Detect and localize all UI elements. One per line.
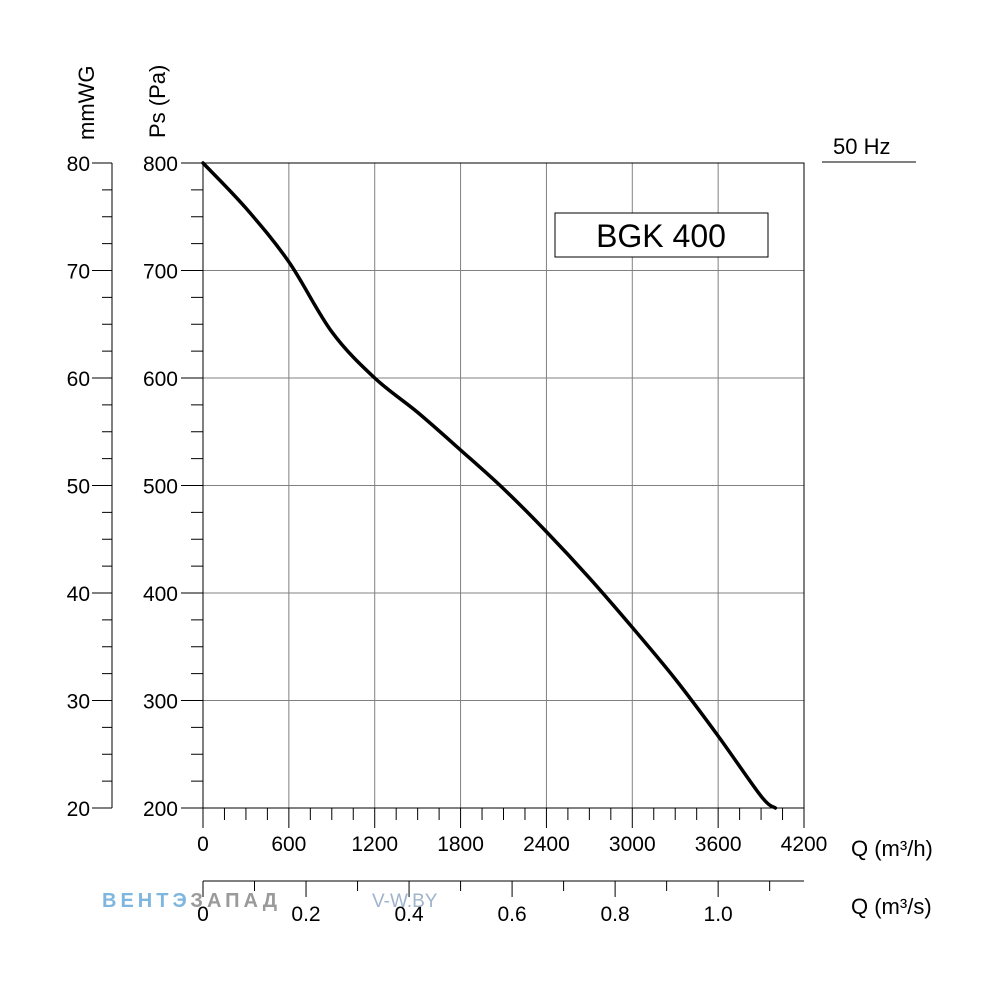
watermark-site: V-W.BY xyxy=(372,891,438,912)
y-tick-label: 500 xyxy=(143,476,178,499)
x2-tick-label: 0.4 xyxy=(394,903,424,926)
y-tick-label: 800 xyxy=(143,153,178,176)
tick-marks xyxy=(92,162,805,897)
x-axis-secondary-title: Q (m³/s) xyxy=(851,894,932,919)
x2-tick-label: 1.0 xyxy=(704,903,733,926)
x-tick-label: 1800 xyxy=(437,833,484,856)
watermark-part1: ВЕНТЭ xyxy=(102,890,191,912)
x2-tick-label: 0.8 xyxy=(601,903,630,926)
pressure-curve xyxy=(201,161,778,810)
y2-tick-label: 80 xyxy=(67,153,90,176)
x2-tick-label: 0.6 xyxy=(497,903,526,926)
y2-tick-label: 30 xyxy=(67,691,90,714)
y2-tick-label: 60 xyxy=(67,368,90,391)
frequency-label: 50 Hz xyxy=(833,134,890,159)
grid-lines xyxy=(202,162,805,809)
x2-tick-label: 0 xyxy=(197,903,209,926)
x-tick-label: 0 xyxy=(197,833,209,856)
y2-tick-label: 70 xyxy=(67,261,90,284)
y-tick-label: 400 xyxy=(143,583,178,606)
x-tick-label: 1200 xyxy=(351,833,398,856)
x-tick-label: 3000 xyxy=(609,833,656,856)
y-tick-label: 200 xyxy=(143,798,178,821)
x-tick-label: 4200 xyxy=(781,833,828,856)
y2-tick-label: 20 xyxy=(67,798,90,821)
model-label: BGK 400 xyxy=(596,218,726,254)
watermark-logo: ВЕНТЭЗАПАД xyxy=(102,890,281,913)
x-tick-label: 600 xyxy=(271,833,306,856)
watermark-part2: ЗАПАД xyxy=(190,890,281,912)
x-tick-label: 3600 xyxy=(695,833,742,856)
y-tick-label: 300 xyxy=(143,691,178,714)
x-tick-label: 2400 xyxy=(523,833,570,856)
y-axis-title: Ps (Pa) xyxy=(145,65,170,138)
x2-tick-label: 0.2 xyxy=(291,903,320,926)
y-tick-label: 600 xyxy=(143,368,178,391)
y-axis-secondary-title: mmWG xyxy=(74,65,99,140)
model-label-box xyxy=(554,212,769,258)
y2-tick-label: 40 xyxy=(67,583,90,606)
y2-tick-label: 50 xyxy=(67,476,90,499)
y-tick-label: 700 xyxy=(143,261,178,284)
x-axis-title: Q (m³/h) xyxy=(851,836,933,861)
